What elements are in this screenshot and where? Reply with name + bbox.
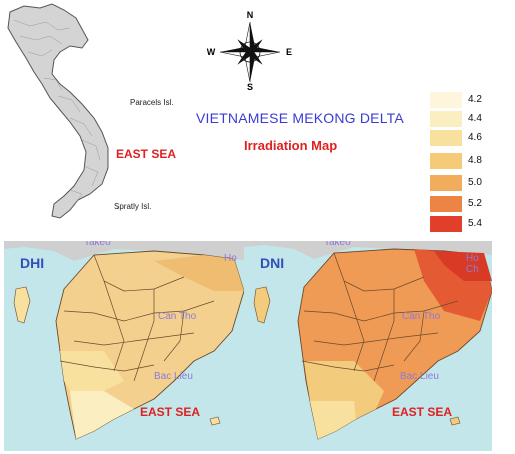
dni-map-panel: DNI Takeo Ho Ch Can Tho Bac Lieu EAST SE… <box>244 241 492 451</box>
city-label-bac-lieu: Bac Lieu <box>154 371 193 382</box>
legend-item: 4.2 <box>430 92 505 110</box>
legend-label: 4.2 <box>468 94 482 105</box>
compass-n: N <box>247 10 254 20</box>
city-label-ho-chi-minh: Ho <box>224 253 237 264</box>
legend-label: 5.0 <box>468 177 482 188</box>
legend-swatch <box>430 153 462 169</box>
legend-item: 5.0 <box>430 175 505 193</box>
city-label-bac-lieu: Bac Lieu <box>400 371 439 382</box>
east-sea-label: EAST SEA <box>116 147 177 161</box>
legend-item: 4.6 <box>430 130 505 148</box>
legend-label: 5.2 <box>468 198 482 209</box>
city-label-takeo: Takeo <box>84 241 111 248</box>
dhi-label: DHI <box>20 255 45 271</box>
legend-label: 4.8 <box>468 155 482 166</box>
map-subtitle: Irradiation Map <box>244 138 338 153</box>
dhi-map <box>4 241 252 451</box>
compass-e: E <box>286 47 292 57</box>
dhi-east-sea-label: EAST SEA <box>140 405 201 419</box>
city-label-can-tho: Can Tho <box>158 311 197 322</box>
dni-east-sea-label: EAST SEA <box>392 405 453 419</box>
city-label-takeo: Takeo <box>324 241 351 248</box>
legend-swatch <box>430 92 462 108</box>
legend-swatch <box>430 196 462 212</box>
vietnam-overview-map <box>7 3 119 219</box>
vietnam-outline <box>7 3 109 219</box>
legend-swatch <box>430 216 462 232</box>
legend-item: 5.4 <box>430 216 505 234</box>
legend-label: 5.4 <box>468 218 482 229</box>
spratly-label: Spratly Isl. <box>114 202 152 211</box>
dni-label: DNI <box>260 255 285 271</box>
paracels-label: Paracels Isl. <box>130 98 174 107</box>
compass-w: W <box>207 47 216 57</box>
legend-item: 5.2 <box>430 196 505 214</box>
compass-s: S <box>247 82 253 92</box>
compass-rose-icon: N S W E <box>207 10 292 92</box>
map-title: VIETNAMESE MEKONG DELTA <box>196 110 404 126</box>
legend-swatch <box>430 130 462 146</box>
legend-swatch <box>430 111 462 127</box>
legend-label: 4.6 <box>468 132 482 143</box>
legend-swatch <box>430 175 462 191</box>
city-label-can-tho: Can Tho <box>402 311 441 322</box>
city-label-ho-chi-minh: Ho Ch <box>466 253 479 275</box>
legend-item: 4.4 <box>430 111 505 129</box>
dni-map <box>244 241 492 451</box>
dhi-map-panel: DHI Takeo Ho Can Tho Bac Lieu EAST SEA <box>4 241 252 451</box>
legend-label: 4.4 <box>468 113 482 124</box>
legend-item: 4.8 <box>430 153 505 171</box>
